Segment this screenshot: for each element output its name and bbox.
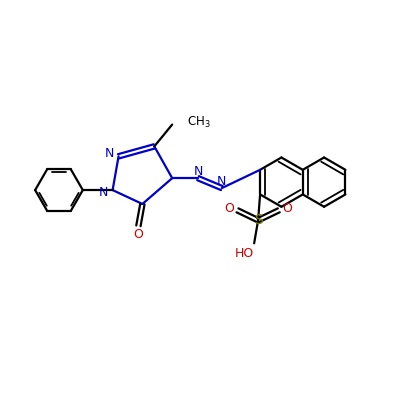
Text: N: N <box>217 175 226 188</box>
Text: S: S <box>254 213 262 227</box>
Text: O: O <box>134 228 143 241</box>
Text: N: N <box>99 186 108 198</box>
Text: N: N <box>193 165 203 178</box>
Text: CH$_3$: CH$_3$ <box>187 115 211 130</box>
Text: N: N <box>105 147 114 160</box>
Text: O: O <box>224 202 234 215</box>
Text: O: O <box>282 202 292 215</box>
Text: HO: HO <box>234 247 254 260</box>
